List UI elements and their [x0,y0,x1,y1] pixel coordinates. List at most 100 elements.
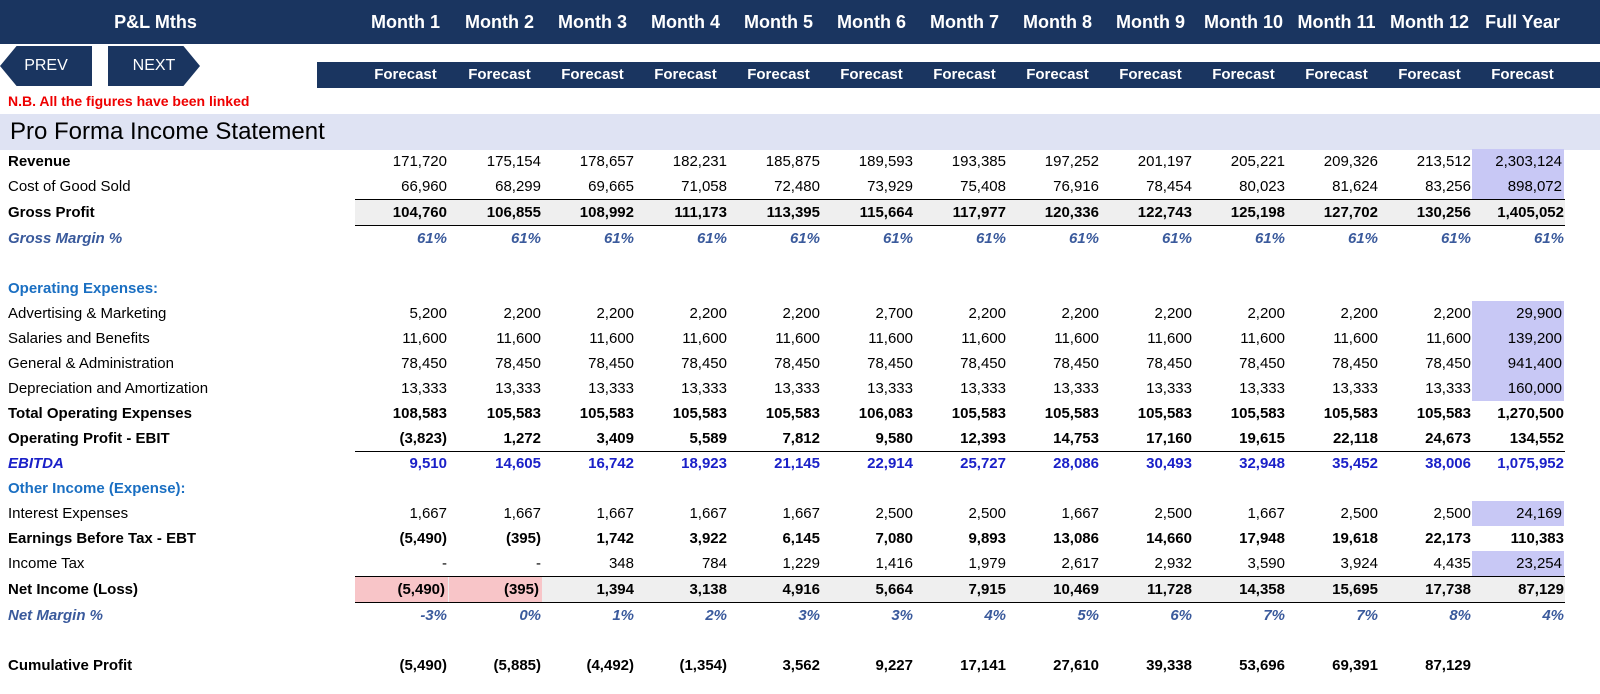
cell-cumulative-fy[interactable] [1469,653,1564,678]
cell-advertising-fy[interactable]: 29,900 [1472,301,1564,326]
cell-revenue-fy[interactable]: 2,303,124 [1472,149,1564,174]
cell-salaries-m4[interactable]: 11,600 [682,330,727,347]
cell-gross-profit-m10[interactable]: 125,198 [1230,204,1285,221]
cell-tax-m7[interactable]: 1,979 [968,555,1006,572]
cell-salaries-m5[interactable]: 11,600 [775,330,820,347]
cell-revenue-m9[interactable]: 201,197 [1137,153,1192,170]
cell-gross-margin-m5[interactable]: 61% [789,230,820,247]
cell-total-opex-m9[interactable]: 105,583 [1137,405,1192,422]
cell-cogs-m9[interactable]: 78,454 [1146,178,1192,195]
cell-cumulative-m3[interactable]: (4,492) [586,657,634,674]
cell-tax-m12[interactable]: 4,435 [1433,555,1471,572]
cell-ebt-m6[interactable]: 7,080 [875,530,913,547]
cell-cumulative-m4[interactable]: (1,354) [679,657,727,674]
cell-salaries-m10[interactable]: 11,600 [1240,330,1285,347]
cell-advertising-m11[interactable]: 2,200 [1340,305,1378,322]
cell-gna-m3[interactable]: 78,450 [588,355,634,372]
cell-ebit-fy[interactable]: 134,552 [1509,430,1564,447]
cell-gross-profit-m1[interactable]: 104,760 [392,204,447,221]
cell-ebit-m7[interactable]: 12,393 [960,430,1006,447]
cell-interest-m8[interactable]: 1,667 [1061,505,1099,522]
cell-total-opex-m1[interactable]: 108,583 [392,405,447,422]
cell-salaries-m12[interactable]: 11,600 [1426,330,1471,347]
cell-ebitda-m6[interactable]: 22,914 [867,455,913,472]
cell-advertising-m8[interactable]: 2,200 [1061,305,1099,322]
cell-total-opex-fy[interactable]: 1,270,500 [1497,405,1564,422]
cell-ebt-m10[interactable]: 17,948 [1239,530,1285,547]
cell-advertising-m7[interactable]: 2,200 [968,305,1006,322]
cell-gross-profit-m4[interactable]: 111,173 [674,204,727,221]
cell-ebt-m7[interactable]: 9,893 [968,530,1006,547]
cell-depreciation-m2[interactable]: 13,333 [495,380,541,397]
cell-advertising-m10[interactable]: 2,200 [1247,305,1285,322]
cell-salaries-m2[interactable]: 11,600 [496,330,541,347]
cell-tax-m2[interactable]: - [536,555,541,572]
cell-gross-margin-m12[interactable]: 61% [1440,230,1471,247]
cell-cogs-fy[interactable]: 898,072 [1472,174,1564,199]
cell-interest-m3[interactable]: 1,667 [596,505,634,522]
cell-ebt-m2[interactable]: (395) [505,530,541,547]
cell-net-margin-m6[interactable]: 3% [891,607,913,624]
cell-tax-m11[interactable]: 3,924 [1340,555,1378,572]
cell-ebit-m2[interactable]: 1,272 [503,430,541,447]
cell-salaries-m11[interactable]: 11,600 [1333,330,1378,347]
cell-net-income-m7[interactable]: 7,915 [968,581,1006,598]
cell-cogs-m11[interactable]: 81,624 [1332,178,1378,195]
cell-ebitda-m3[interactable]: 16,742 [588,455,634,472]
cell-cogs-m12[interactable]: 83,256 [1425,178,1471,195]
cell-cogs-m3[interactable]: 69,665 [588,178,634,195]
cell-salaries-fy[interactable]: 139,200 [1472,326,1564,351]
next-button[interactable]: NEXT [108,46,200,86]
cell-net-income-m9[interactable]: 11,728 [1146,581,1192,598]
cell-net-margin-m12[interactable]: 8% [1449,607,1471,624]
cell-salaries-m3[interactable]: 11,600 [589,330,634,347]
cell-ebt-fy[interactable]: 110,383 [1510,530,1564,547]
cell-revenue-m2[interactable]: 175,154 [486,153,541,170]
cell-total-opex-m11[interactable]: 105,583 [1323,405,1378,422]
cell-gross-profit-m3[interactable]: 108,992 [579,204,634,221]
cell-net-income-m8[interactable]: 10,469 [1053,581,1099,598]
cell-net-income-m11[interactable]: 15,695 [1332,581,1378,598]
cell-revenue-m5[interactable]: 185,875 [765,153,820,170]
cell-depreciation-fy[interactable]: 160,000 [1472,376,1564,401]
cell-tax-m4[interactable]: 784 [701,555,727,572]
cell-cumulative-m12[interactable]: 87,129 [1425,657,1471,674]
cell-ebit-m5[interactable]: 7,812 [782,430,820,447]
cell-gna-m10[interactable]: 78,450 [1239,355,1285,372]
cell-total-opex-m10[interactable]: 105,583 [1230,405,1285,422]
cell-gross-profit-m12[interactable]: 130,256 [1416,204,1471,221]
cell-gna-m4[interactable]: 78,450 [681,355,727,372]
cell-ebitda-fy[interactable]: 1,075,952 [1497,455,1564,472]
cell-depreciation-m5[interactable]: 13,333 [774,380,820,397]
cell-advertising-m1[interactable]: 5,200 [409,305,447,322]
cell-gross-profit-m2[interactable]: 106,855 [486,204,541,221]
cell-gross-margin-m10[interactable]: 61% [1254,230,1285,247]
cell-gross-profit-fy[interactable]: 1,405,052 [1497,204,1564,221]
cell-revenue-m8[interactable]: 197,252 [1044,153,1099,170]
cell-advertising-m5[interactable]: 2,200 [782,305,820,322]
cell-interest-m6[interactable]: 2,500 [875,505,913,522]
cell-gross-margin-m1[interactable]: 61% [416,230,447,247]
cell-ebt-m9[interactable]: 14,660 [1146,530,1192,547]
cell-net-margin-m1[interactable]: -3% [420,607,447,624]
cell-net-margin-m9[interactable]: 6% [1170,607,1192,624]
cell-cogs-m7[interactable]: 75,408 [960,178,1006,195]
cell-depreciation-m7[interactable]: 13,333 [960,380,1006,397]
cell-net-income-m10[interactable]: 14,358 [1239,581,1285,598]
cell-ebt-m12[interactable]: 22,173 [1425,530,1471,547]
cell-gna-m12[interactable]: 78,450 [1425,355,1471,372]
cell-salaries-m7[interactable]: 11,600 [961,330,1006,347]
cell-cumulative-m9[interactable]: 39,338 [1146,657,1192,674]
cell-gna-m7[interactable]: 78,450 [960,355,1006,372]
cell-advertising-m12[interactable]: 2,200 [1433,305,1471,322]
cell-net-margin-m11[interactable]: 7% [1356,607,1378,624]
cell-cumulative-m11[interactable]: 69,391 [1332,657,1378,674]
cell-salaries-m6[interactable]: 11,600 [868,330,913,347]
cell-advertising-m6[interactable]: 2,700 [875,305,913,322]
cell-gross-margin-m8[interactable]: 61% [1068,230,1099,247]
cell-ebitda-m4[interactable]: 18,923 [681,455,727,472]
cell-net-income-fy[interactable]: 87,129 [1518,581,1564,598]
cell-gross-margin-m4[interactable]: 61% [696,230,727,247]
cell-gross-margin-m6[interactable]: 61% [882,230,913,247]
cell-cogs-m8[interactable]: 76,916 [1053,178,1099,195]
